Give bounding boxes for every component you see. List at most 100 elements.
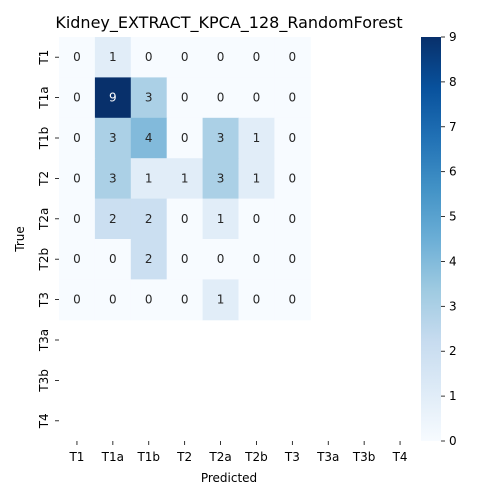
y-tick-label: T2a	[37, 208, 51, 231]
heatmap-cell	[202, 77, 239, 119]
cell-value-label: 3	[109, 131, 117, 145]
heatmap-cell	[274, 77, 311, 119]
heatmap-cell	[238, 77, 275, 119]
heatmap-cell	[274, 37, 311, 78]
heatmap-cell	[130, 198, 168, 240]
cell-value-label: 3	[109, 171, 117, 185]
cell-value-label: 0	[73, 131, 81, 145]
cell-value-label: 0	[217, 252, 225, 266]
heatmap-cell	[238, 239, 275, 280]
heatmap-cell	[166, 117, 204, 159]
colorbar-tick-label: 7	[449, 120, 457, 134]
cell-value-label: 1	[217, 212, 225, 226]
cell-value-label: 0	[73, 293, 81, 307]
heatmap-cell	[94, 279, 132, 321]
cell-value-label: 0	[181, 131, 189, 145]
y-tick-label: T2	[37, 171, 51, 187]
cell-value-label: 9	[109, 91, 117, 105]
cell-value-label: 0	[181, 252, 189, 266]
heatmap-cell	[130, 117, 168, 159]
cell-value-label: 0	[289, 131, 297, 145]
heatmap-cell	[202, 117, 239, 159]
x-tick-label: T1b	[136, 450, 160, 464]
heatmap-cells: 0 1 0 0 0 0 0 0 9 3 0 0 0 0 0 3 4 0 3 1 0 0 3 1 1 3 1 0 0 2 2 0 1 0 0 0 0 2 0 0…	[59, 37, 311, 321]
x-tick-label: T4	[392, 450, 408, 464]
x-axis-label: Predicted	[201, 471, 257, 485]
colorbar-tick-label: 4	[449, 254, 457, 268]
heatmap-cell	[274, 158, 311, 200]
cell-value-label: 3	[217, 171, 225, 185]
cell-value-label: 1	[145, 171, 153, 185]
heatmap-cell	[238, 37, 275, 78]
cell-value-label: 2	[145, 252, 153, 266]
colorbar-tick-label: 6	[449, 165, 457, 179]
heatmap-cell	[202, 279, 239, 321]
cell-value-label: 1	[253, 171, 261, 185]
x-tick-label: T3b	[352, 450, 376, 464]
heatmap-cell	[274, 239, 311, 280]
cell-value-label: 1	[253, 131, 261, 145]
colorbar-tick-label: 1	[449, 389, 457, 403]
heatmap-cell	[166, 158, 204, 200]
cell-value-label: 2	[145, 212, 153, 226]
y-axis-label: True	[13, 226, 27, 253]
heatmap-cell	[274, 279, 311, 321]
heatmap-cell	[238, 279, 275, 321]
cell-value-label: 1	[181, 171, 189, 185]
cell-value-label: 0	[217, 91, 225, 105]
x-tick-label: T3	[284, 450, 300, 464]
colorbar: 0 1 2 3 4 5 6 7 8 9	[421, 30, 457, 448]
y-tick-label: T4	[37, 413, 51, 429]
heatmap-cell	[274, 117, 311, 159]
cell-value-label: 0	[289, 171, 297, 185]
cell-value-label: 0	[289, 293, 297, 307]
heatmap-cell	[238, 158, 275, 200]
chart-title: Kidney_EXTRACT_KPCA_128_RandomForest	[55, 13, 402, 33]
cell-value-label: 0	[253, 91, 261, 105]
x-tick-label: T3a	[316, 450, 339, 464]
colorbar-tick-label: 3	[449, 299, 457, 313]
heatmap-cell	[202, 158, 239, 200]
cell-value-label: 0	[181, 50, 189, 64]
colorbar-tick-label: 0	[449, 434, 457, 448]
heatmap-cell	[59, 158, 96, 200]
heatmap-cell	[130, 239, 168, 280]
cell-value-label: 0	[253, 293, 261, 307]
heatmap-cell	[94, 239, 132, 280]
heatmap-cell	[59, 77, 96, 119]
y-tick-label: T2b	[37, 248, 51, 272]
cell-value-label: 0	[181, 212, 189, 226]
cell-value-label: 0	[253, 212, 261, 226]
x-tick-label: T2a	[208, 450, 231, 464]
y-tick-label: T3	[37, 292, 51, 308]
cell-value-label: 0	[73, 171, 81, 185]
cell-value-label: 2	[109, 212, 117, 226]
heatmap-cell	[94, 77, 132, 119]
colorbar-tick-label: 5	[449, 210, 457, 224]
heatmap-cell	[274, 198, 311, 240]
heatmap-cell	[130, 279, 168, 321]
colorbar-tick-label: 2	[449, 344, 457, 358]
cell-value-label: 3	[217, 131, 225, 145]
colorbar-tick-label: 8	[449, 75, 457, 89]
heatmap-cell	[59, 37, 96, 78]
heatmap-cell	[166, 239, 204, 280]
cell-value-label: 0	[289, 252, 297, 266]
heatmap-cell	[59, 239, 96, 280]
y-tick-label: T1	[37, 50, 51, 66]
y-tick-label: T1b	[37, 127, 51, 151]
cell-value-label: 1	[217, 293, 225, 307]
cell-value-label: 0	[253, 50, 261, 64]
cell-value-label: 0	[109, 293, 117, 307]
heatmap-cell	[202, 198, 239, 240]
cell-value-label: 4	[145, 131, 153, 145]
heatmap-cell	[94, 158, 132, 200]
y-axis-ticks: T1 T1a T1b T2 T2a T2b T3 T3a T3b T4	[37, 50, 59, 429]
heatmap-cell	[130, 158, 168, 200]
heatmap-cell	[166, 77, 204, 119]
heatmap-cell	[166, 198, 204, 240]
cell-value-label: 1	[109, 50, 117, 64]
heatmap-cell	[202, 37, 239, 78]
x-tick-label: T1a	[101, 450, 124, 464]
cell-value-label: 0	[73, 91, 81, 105]
